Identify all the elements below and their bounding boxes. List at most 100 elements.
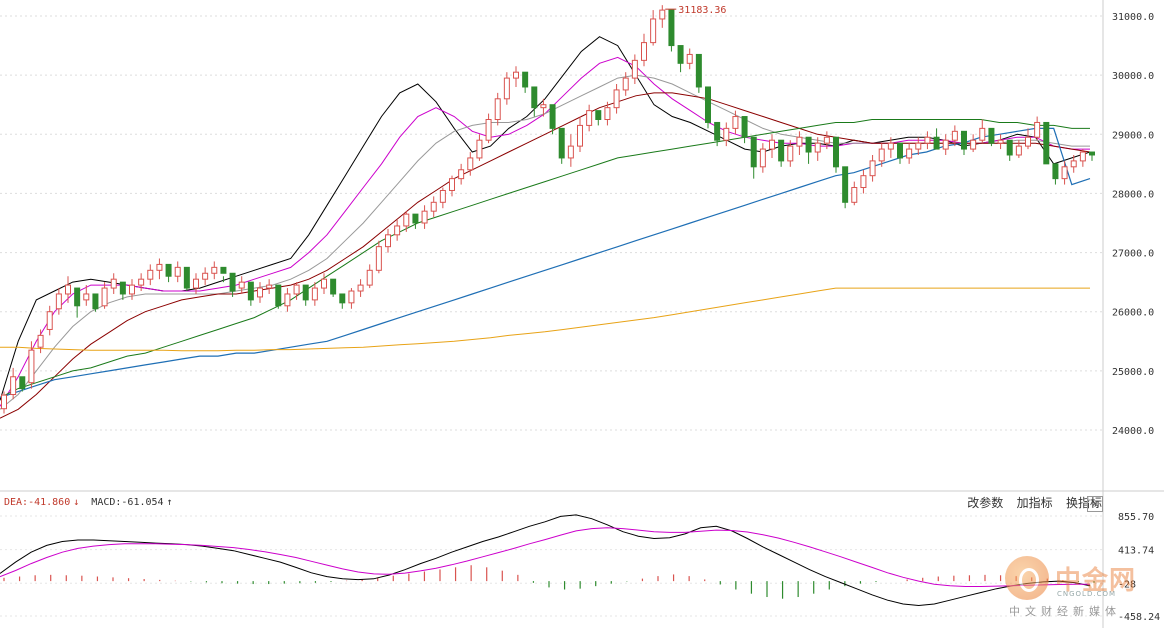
candle-body [494,98,501,121]
candle-body [1025,136,1031,147]
candle-body [476,139,483,159]
candle-body [1070,160,1077,168]
candle-body [1006,139,1013,156]
macd-tick-label: -458.24 [1118,612,1160,623]
candle-body [485,119,492,141]
macd-dea-line [0,527,1090,587]
candle-body [842,166,849,203]
candle-body [805,136,812,153]
moving-average-line [0,36,1091,401]
candle-body [796,136,803,147]
candle-body [284,293,291,307]
candle-body [220,266,227,274]
candle-body [357,284,364,292]
price-tick-label: 25000.0 [1112,367,1154,378]
candle-body [147,269,154,280]
candle-body [412,213,419,224]
candle-body [348,290,355,304]
candle-body [28,349,35,384]
candle-body [156,263,163,271]
candle-body [540,104,547,109]
candle-body [257,287,263,298]
candle-body [723,127,730,141]
candle-body [183,266,190,289]
candle-body [686,53,693,64]
candle-body [1034,121,1041,138]
candle-body [321,278,327,289]
candle-body [924,136,931,144]
candle-body [37,334,44,348]
candle-body [961,130,967,150]
candle-body [421,210,428,224]
candle-body [851,187,858,203]
candle-body [787,145,794,162]
candle-body [74,287,81,307]
candle-body [129,284,135,295]
candle-body [1043,121,1050,165]
candle-body [394,225,401,236]
candle-body [1089,151,1095,156]
candle-body [897,142,903,159]
candle-body [759,148,766,168]
candle-body [275,284,282,307]
moving-average-line [0,74,1090,410]
candle-body [119,281,126,295]
macd-axis: 855.70 413.74 -28 -458.24 [1118,512,1160,623]
candle-body [732,116,739,129]
candle-body [951,130,958,141]
candle-body [330,278,337,295]
macd-header: DEA:-41.860 ↓ MACD:-61.054 ↑ [4,497,173,508]
candle-body [293,284,300,295]
price-tick-label: 29000.0 [1112,130,1154,141]
candle-body [503,77,510,100]
candle-body [193,278,199,289]
candle-body [302,284,309,301]
candle-body [449,178,455,191]
candle-body [247,281,254,301]
candle-body [467,157,474,171]
candle-body [513,71,519,79]
candle-body [970,139,977,150]
high-price-label: 31183.36 [678,5,726,16]
macd-tick-label: 413.74 [1118,546,1154,557]
candle-body [101,287,108,307]
candle-body [439,189,446,203]
candle-body [165,263,172,277]
candle-body [46,311,53,330]
candle-body [92,293,99,310]
moving-average-line [0,56,1090,407]
candle-body [714,121,721,141]
candle-body [997,139,1004,144]
candle-body [933,136,940,150]
candle-body [887,142,894,150]
candle-body [979,127,986,141]
candle-body [138,278,145,286]
change-params-button[interactable]: 改参数 [967,496,1004,510]
add-indicator-button[interactable]: 加指标 [1016,496,1053,510]
candle-body [577,124,583,147]
moving-average-line [0,92,1091,419]
candle-body [650,18,657,44]
candle-body [531,86,538,109]
candle-body [769,139,775,150]
candle-body [1079,151,1086,162]
macd-dif-line [0,514,1091,607]
candle-body [869,160,876,177]
macd-panel [0,514,1102,617]
price-tick-label: 24000.0 [1112,426,1154,437]
indicator-toolbar: 改参数 加指标 换指标 [957,494,1102,511]
candle-body [549,104,556,129]
candle-body [1052,163,1059,180]
candle-body [631,59,638,79]
candle-body [595,110,602,120]
candle-body [110,278,117,289]
candle-body [10,376,17,396]
switch-indicator-button[interactable]: 换指标 [1065,496,1102,510]
price-tick-label: 30000.0 [1112,71,1154,82]
candle-body [613,89,620,109]
candle-body [878,148,885,162]
candle-body [860,175,867,189]
close-icon[interactable]: × [1087,496,1103,512]
candle-body [430,201,437,212]
candle-body [695,53,702,88]
